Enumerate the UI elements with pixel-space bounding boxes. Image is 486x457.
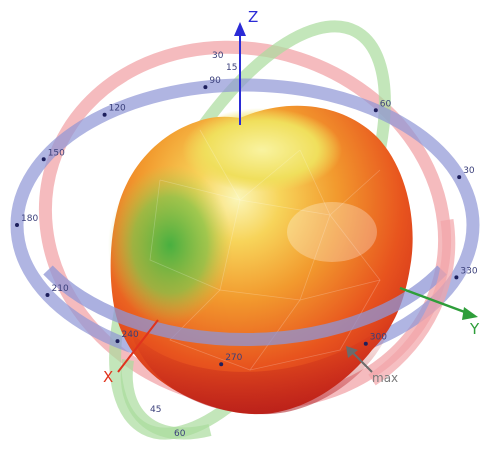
x-axis-label: X [103, 368, 113, 386]
azimuth-tick-dot [102, 112, 107, 117]
azimuth-tick-dot [457, 175, 462, 180]
azimuth-tick-label: 150 [48, 148, 65, 158]
max-label: max [372, 371, 398, 385]
azimuth-tick-label: 180 [21, 214, 38, 224]
z-axis-label: Z [248, 8, 258, 26]
elevation-tick-label: 30 [212, 51, 224, 61]
max-gain-marker: max [346, 346, 398, 385]
elevation-tick-label: 15 [226, 63, 237, 73]
azimuth-tick-label: 120 [109, 104, 126, 114]
azimuth-tick-dot [219, 362, 224, 367]
azimuth-tick-label: 60 [380, 99, 392, 109]
azimuth-tick-label: 330 [460, 266, 477, 276]
z-axis-arrowhead [234, 22, 246, 36]
azimuth-tick-label: 240 [122, 330, 139, 340]
azimuth-tick-label: 270 [225, 353, 242, 363]
low-gain-region [108, 165, 232, 325]
azimuth-tick-label: 30 [463, 166, 475, 176]
y-axis-label: Y [469, 320, 480, 338]
x-axis: X [103, 319, 159, 386]
azimuth-tick-dot [115, 339, 120, 344]
y-axis-arrowhead [462, 307, 478, 320]
top-lobe-cap [182, 108, 342, 192]
azimuth-tick-dot [41, 157, 46, 162]
z-axis: Z [234, 8, 258, 125]
elevation-tick-label: 60 [174, 429, 186, 439]
azimuth-tick-label: 90 [209, 76, 221, 86]
azimuth-tick-dot [203, 85, 208, 90]
azimuth-tick-dot [363, 341, 368, 346]
azimuth-tick-label: 210 [52, 284, 69, 294]
azimuth-tick-dot [373, 108, 378, 113]
azimuth-tick-label: 300 [370, 333, 387, 343]
y-axis: Y [399, 286, 480, 338]
elevation-tick-label: 45 [150, 405, 161, 415]
azimuth-tick-dot [15, 223, 19, 227]
azimuth-tick-dot [454, 275, 459, 280]
azimuth-tick-dot [45, 293, 50, 297]
